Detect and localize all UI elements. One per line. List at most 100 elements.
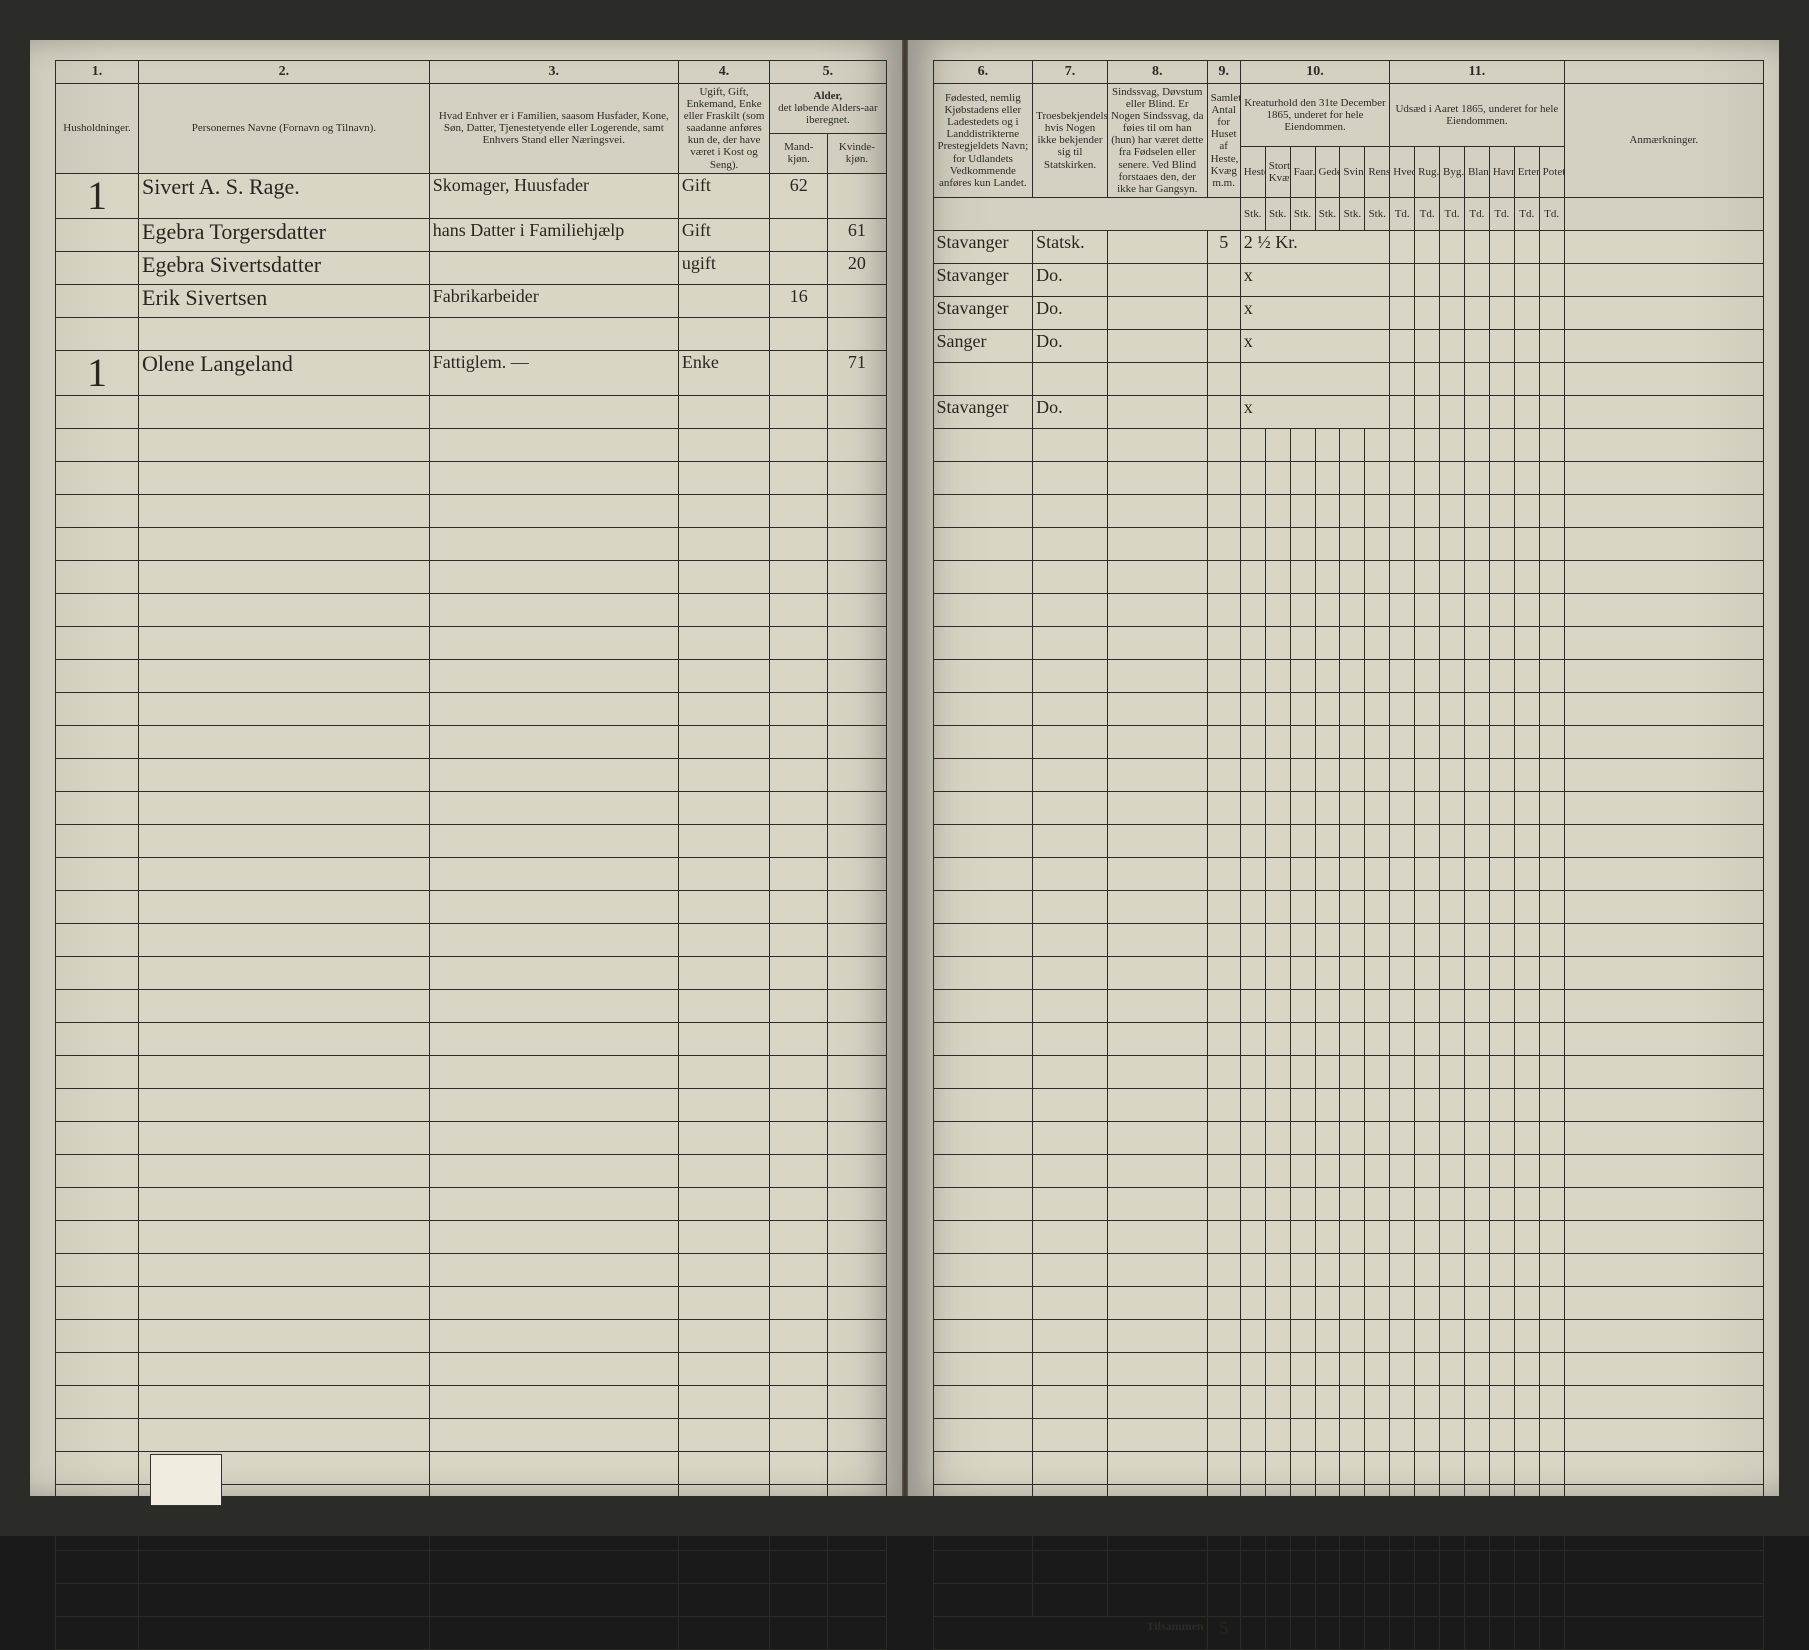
cell-hh [56,284,139,317]
cell-seed [1390,296,1415,329]
table-row [933,1517,1764,1550]
table-row [56,494,887,527]
table-row [56,1319,887,1352]
cell-disability [1107,329,1207,362]
cell-livestock: x [1240,296,1389,329]
table-row [933,1451,1764,1484]
table-row [56,1583,887,1616]
cell-livestock: x [1240,329,1389,362]
table-row [933,1418,1764,1451]
colnum: 8. [1107,61,1207,84]
cell-seed [1415,230,1440,263]
cell-birth: Sanger [933,329,1033,362]
table-row [56,659,887,692]
table-row [933,593,1764,626]
table-row [933,923,1764,956]
cell-livestock: x [1240,263,1389,296]
table-row [933,1220,1764,1253]
colnum: 1. [56,61,139,84]
table-row [933,1055,1764,1088]
table-row [933,1121,1764,1154]
cell-hh [56,218,139,251]
cell-age-f: 61 [828,218,886,251]
cell-hh: 1 [56,173,139,218]
cell-seed [1390,263,1415,296]
cell-faith: Do. [1033,329,1108,362]
cell-age-m [770,317,828,350]
table-row [56,1253,887,1286]
sub: Stort Kvæg. [1265,147,1290,198]
colnum [1564,61,1763,84]
table-row [933,1385,1764,1418]
cell-seed [1440,296,1465,329]
table-row [56,461,887,494]
cell-seed [1440,362,1465,395]
table-row [56,857,887,890]
cell-seed [1539,362,1564,395]
cell-total [1207,362,1240,395]
cell-age-f [828,317,886,350]
cell-seed [1539,263,1564,296]
table-row [933,527,1764,560]
table-row [56,824,887,857]
table-row [933,1022,1764,1055]
table-row [933,659,1764,692]
cell-name: Egebra Torgersdatter [139,218,430,251]
table-row [56,791,887,824]
table-row [933,1550,1764,1583]
sub: Havre. [1489,147,1514,198]
cell-seed [1464,296,1489,329]
cell-livestock: x [1240,395,1389,428]
cell-hh [56,251,139,284]
colnum: 2. [139,61,430,84]
header-remarks: Anmærkninger. [1564,84,1763,198]
cell-total [1207,329,1240,362]
header-name: Personernes Navne (Fornavn og Tilnavn). [139,84,430,174]
cell-seed [1539,296,1564,329]
cell-age-f [828,284,886,317]
table-row [933,1583,1764,1616]
footer-label: Tilsammen [933,1616,1207,1649]
table-row [56,428,887,461]
colnum: 3. [429,61,678,84]
table-row [56,1187,887,1220]
cell-seed [1440,329,1465,362]
table-row [933,791,1764,824]
table-row: 1Sivert A. S. Rage.Skomager, HuusfaderGi… [56,173,887,218]
colnum: 5. [770,61,886,84]
cell-seed [1440,395,1465,428]
cell-seed [1514,362,1539,395]
cell-name: Egebra Sivertsdatter [139,251,430,284]
cell-seed [1464,263,1489,296]
cell-disability [1107,362,1207,395]
cell-seed [1539,230,1564,263]
table-row [933,824,1764,857]
cell-name: Sivert A. S. Rage. [139,173,430,218]
table-row [933,1352,1764,1385]
cell-remarks [1564,362,1763,395]
cell-age-f: 71 [828,350,886,395]
cell-faith: Do. [1033,263,1108,296]
cell-seed [1415,362,1440,395]
cell-age-f: 20 [828,251,886,284]
cell-remarks [1564,329,1763,362]
right-colnums-row: 6. 7. 8. 9. 10. 11. [933,61,1764,84]
colnum: 10. [1240,61,1389,84]
header-rel: Hvad Enhver er i Familien, saasom Husfad… [429,84,678,174]
table-row [56,1616,887,1649]
table-row [56,1055,887,1088]
table-row [56,1088,887,1121]
sub: Hvede. [1390,147,1415,198]
sub: Geder. [1315,147,1340,198]
cell-name [139,317,430,350]
table-row [56,692,887,725]
table-row: Egebra Sivertsdatterugift20 [56,251,887,284]
table-row [933,1484,1764,1517]
cell-disability [1107,263,1207,296]
table-row [56,1022,887,1055]
cell-birth: Stavanger [933,296,1033,329]
cell-rel: Fabrikarbeider [429,284,678,317]
table-row [933,1253,1764,1286]
cell-seed [1489,329,1514,362]
sub: Svin. [1340,147,1365,198]
